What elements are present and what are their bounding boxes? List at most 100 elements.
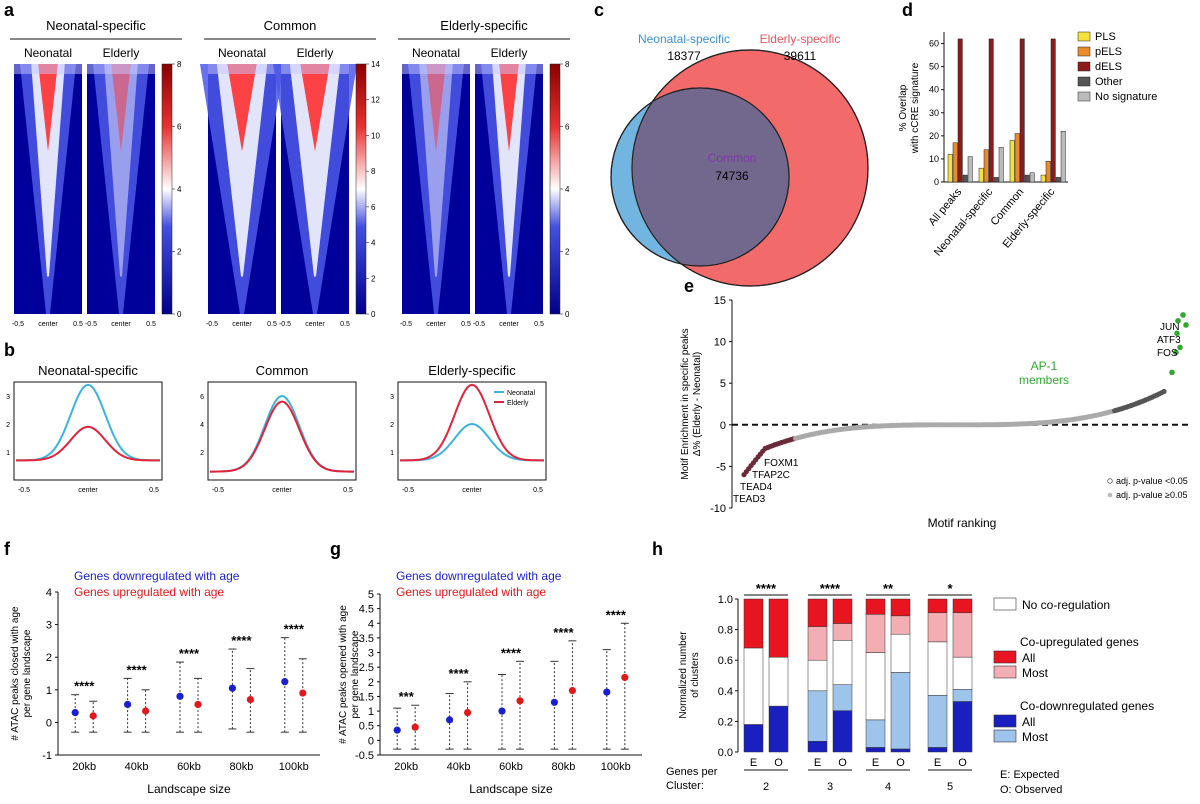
h-bar-segment: [890, 598, 911, 617]
h-bar-segment: [952, 612, 973, 658]
h-bar-segment: [743, 724, 764, 753]
panel-letter-e: e: [684, 276, 694, 296]
h-bar-segment: [927, 747, 948, 753]
h-bar-segment: [832, 710, 853, 753]
e-motif-label: TEAD4: [740, 482, 773, 493]
heatmap-xtick: -0.5: [85, 321, 97, 328]
d-legend-swatch: [1077, 76, 1091, 87]
colorbar-tick: 0: [177, 310, 182, 319]
h-bar-segment: [865, 747, 886, 753]
h-ytick: 0.8: [718, 625, 733, 637]
d-legend-swatch: [1077, 46, 1091, 57]
h-legend-swatch: [993, 729, 1017, 743]
ytick: -0.5: [355, 750, 374, 762]
heatmap-xtick: -0.5: [12, 321, 24, 328]
profile-legend-label: Elderly: [507, 400, 529, 407]
h-bar-label: O: [774, 757, 783, 769]
h-bar-segment: [890, 633, 911, 673]
colorbar-tick: 6: [177, 123, 182, 132]
profile-ytick: 2: [200, 450, 204, 457]
d-ytick: 10: [929, 154, 939, 164]
venn-right-label: Elderly-specific: [760, 32, 841, 46]
h-bar-segment: [768, 656, 789, 707]
h-bar-segment: [865, 719, 886, 748]
colorbar-tick: 4: [371, 239, 376, 248]
e-ap1-point: [1177, 344, 1183, 351]
panel-h-stackedbars: 1.0 0.8 0.6 0.4 0.2 0.0 Normalized numberof cl…: [666, 581, 1154, 796]
profile-xtick: center: [78, 487, 98, 494]
profile-ytick: 2: [6, 422, 10, 429]
h-bar-segment: [768, 705, 789, 753]
neonatal-profile-line: [210, 394, 354, 473]
colorbar-tick: 6: [371, 203, 376, 212]
elderly-profile-line: [400, 383, 544, 462]
profile-ytick: 1: [390, 450, 394, 457]
h-bar-label: E: [872, 757, 879, 769]
heatmap-group-title: Neonatal-specific: [46, 18, 146, 33]
ylabel: # ATAC peaks opened with ageper gene lan…: [338, 605, 361, 744]
d-bar: [957, 38, 963, 183]
colorbar: [549, 63, 561, 315]
profile-xtick: -0.5: [212, 487, 224, 494]
panel-e-scatter: 15 10 5 0 -5 -10 Motif Enrichment in specific …: [680, 295, 1192, 530]
h-legend-title: Co-upregulated genes: [1020, 635, 1139, 649]
d-bar: [1029, 172, 1035, 183]
h-bar-segment: [927, 598, 948, 614]
heatmap-group-title: Elderly-specific: [440, 18, 528, 33]
profile-plot-2: [397, 381, 547, 481]
significance: ****: [179, 646, 200, 661]
venn-left-label: Neonatal-specific: [638, 32, 730, 46]
e-ylabel: Motif Enrichment in specific peaksΔ% (El…: [680, 328, 703, 479]
e-ytick: 10: [714, 337, 726, 349]
heatmap-xtick: 0.5: [146, 321, 156, 328]
profile-title: Neonatal-specific: [38, 363, 138, 378]
panel-letter-h: h: [652, 539, 663, 559]
venn-overlap: [632, 88, 789, 266]
panel-letter-d: d: [902, 0, 913, 20]
h-row-label: Genes per Cluster:: [666, 766, 718, 792]
h-legend-label: All: [1022, 715, 1035, 729]
heatmap-xtick: 0.5: [534, 321, 544, 328]
d-legend-label: No signature: [1095, 91, 1157, 103]
venn-right-count: 39611: [784, 49, 817, 63]
legend-down: Genes downregulated with age: [396, 569, 562, 583]
h-group-label: 5: [947, 781, 953, 793]
h-bar-label: E: [750, 757, 757, 769]
ytick: 1: [46, 685, 52, 697]
h-ytick: 0.0: [718, 747, 733, 759]
colorbar-tick: 12: [371, 96, 380, 105]
significance: ****: [231, 633, 252, 648]
e-ytick: 0: [720, 420, 726, 432]
mean-point: [246, 695, 254, 704]
profile-xtick: 0.5: [533, 487, 543, 494]
h-group-label: 4: [885, 781, 891, 793]
d-ytick: 50: [929, 62, 939, 72]
colorbar-tick: 2: [177, 248, 182, 257]
ytick: 4.5: [359, 604, 374, 616]
heatmap-group-title: Common: [264, 18, 317, 33]
colorbar-tick: 0: [565, 310, 570, 319]
xtick: 100kb: [601, 761, 631, 773]
e-legend-label: adj. p-value <0.05: [1116, 476, 1188, 486]
h-bar-segment: [807, 598, 828, 627]
xtick: 40kb: [447, 761, 471, 773]
e-ap1-point: [1183, 322, 1189, 328]
heatmap-xtick: -0.5: [279, 321, 291, 328]
colorbar-tick: 8: [371, 167, 376, 176]
h-bar-segment: [865, 652, 886, 721]
significance: ****: [448, 666, 469, 681]
e-ap1-point: [1174, 330, 1180, 337]
e-ytick: 5: [720, 378, 726, 390]
profile-xtick: -0.5: [402, 487, 414, 494]
h-legend-swatch: [993, 597, 1017, 611]
h-significance: **: [883, 581, 894, 596]
e-xlabel: Motif ranking: [928, 516, 997, 530]
elderly-profile-line: [210, 400, 354, 473]
d-bar: [952, 142, 958, 183]
e-ytick: 15: [714, 295, 726, 307]
h-bar-segment: [865, 598, 886, 615]
h-legend-label: All: [1022, 651, 1035, 665]
mean-point: [603, 688, 611, 696]
h-bar-segment: [952, 689, 973, 702]
h-legend-title: Co-downregulated genes: [1020, 699, 1154, 713]
